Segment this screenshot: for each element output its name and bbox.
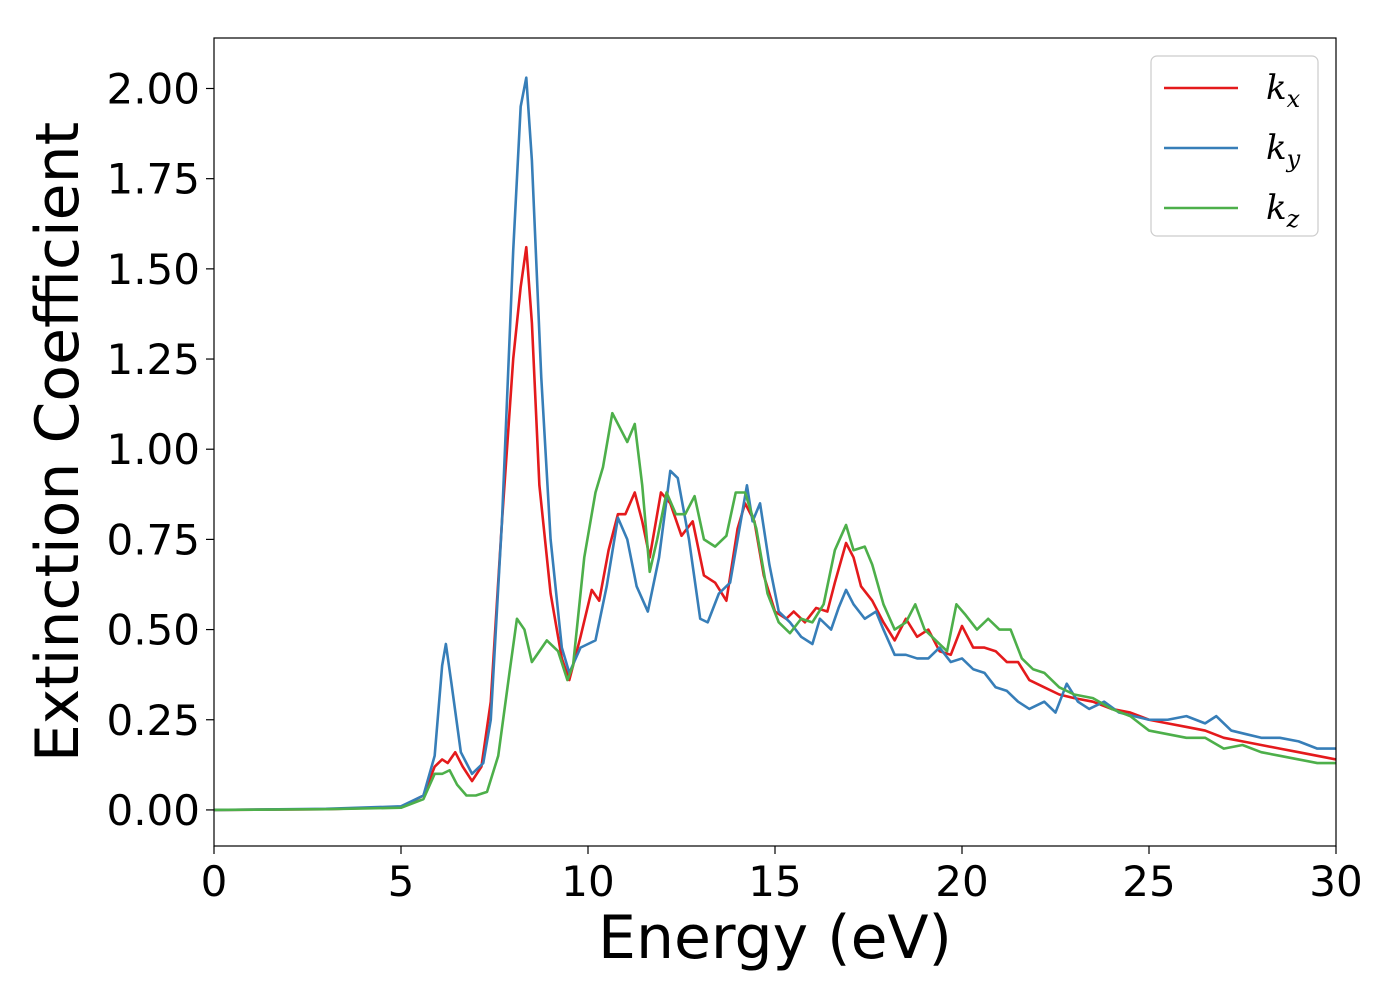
x-tick-label: 20 (935, 857, 988, 906)
legend-label-kz: kz (1266, 188, 1300, 233)
legend-box (1150, 55, 1319, 237)
y-tick-label: 1.75 (106, 155, 200, 204)
legend-label-ky: ky (1266, 128, 1301, 173)
series-line-kz (214, 411, 1336, 812)
y-tick-label: 1.00 (106, 425, 200, 474)
series-group (214, 76, 1336, 812)
x-tick-label: 25 (1122, 857, 1175, 906)
y-axis-label: Extinction Coefficient (23, 122, 93, 762)
y-tick-label: 1.25 (106, 335, 200, 384)
x-tick-label: 15 (748, 857, 801, 906)
x-axis-ticks: 0 5 10 15 20 25 30 (201, 846, 1363, 906)
x-tick-label: 5 (388, 857, 415, 906)
x-tick-label: 10 (561, 857, 614, 906)
x-tick-label: 30 (1309, 857, 1362, 906)
y-tick-label: 0.50 (106, 606, 200, 655)
x-axis-label: Energy (eV) (598, 903, 952, 973)
y-tick-label: 0.00 (106, 786, 200, 835)
y-tick-label: 2.00 (106, 65, 200, 114)
y-tick-label: 1.50 (106, 245, 200, 294)
y-axis-ticks: 0.00 0.25 0.50 0.75 1.00 1.25 1.50 1.75 2.00 (106, 65, 214, 835)
legend: kx ky kz (1150, 55, 1319, 237)
y-tick-label: 0.25 (106, 696, 200, 745)
legend-label-kx: kx (1266, 68, 1301, 113)
y-tick-label: 0.75 (106, 515, 200, 564)
x-tick-label: 0 (201, 857, 228, 906)
